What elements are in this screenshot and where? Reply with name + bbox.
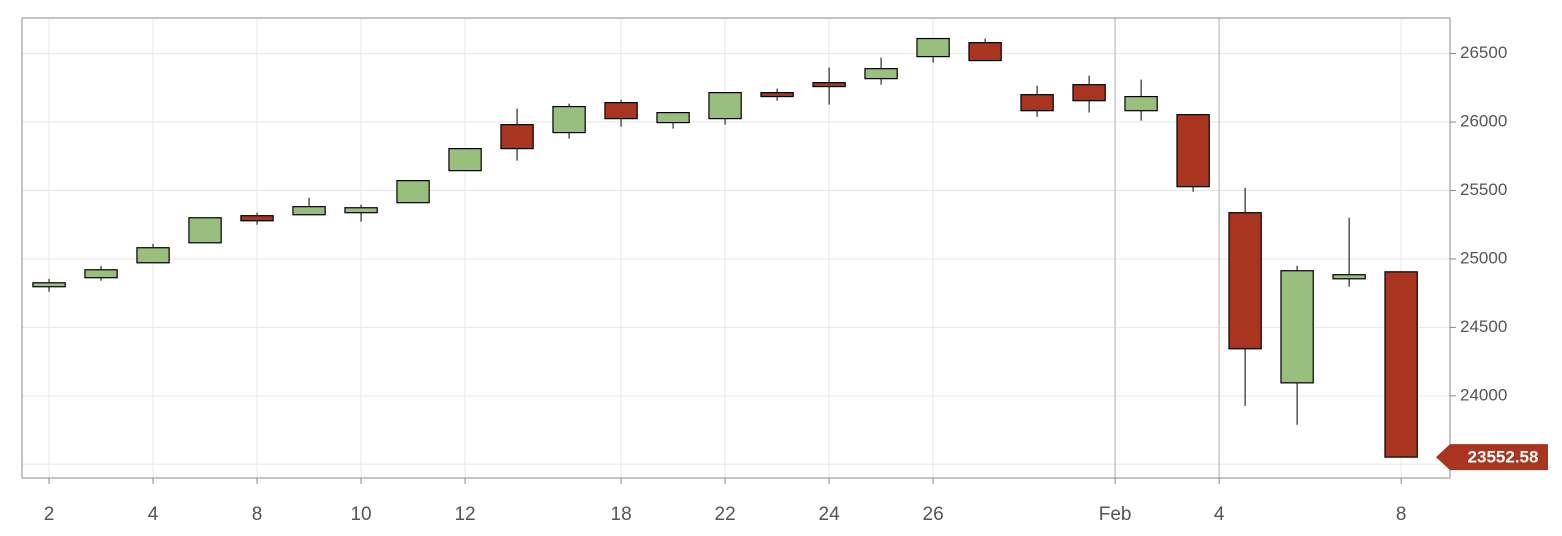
y-tick-label: 25000	[1460, 248, 1507, 267]
y-tick-label: 25500	[1460, 180, 1507, 199]
last-price-tag: 23552.58	[1436, 444, 1548, 471]
candle-body	[760, 92, 794, 98]
y-tick-label: 24000	[1460, 385, 1507, 404]
candle-body	[864, 68, 898, 80]
x-tick-label: 18	[611, 504, 632, 525]
candle-body	[604, 102, 638, 120]
candle-body	[916, 37, 950, 58]
x-tick-label: 8	[1396, 504, 1407, 525]
candle-body	[32, 282, 66, 288]
last-price-label: 23552.58	[1468, 448, 1539, 467]
x-tick-label: 10	[350, 504, 371, 525]
candle-body	[656, 112, 690, 124]
x-tick-label: 12	[454, 504, 475, 525]
candle-body	[1072, 84, 1106, 102]
x-tick-label: 22	[715, 504, 736, 525]
x-tick-label: 4	[148, 504, 159, 525]
x-tick-label: 2	[44, 504, 55, 525]
x-tick-label: Feb	[1099, 504, 1132, 525]
candle-body	[1384, 271, 1418, 458]
candle-body	[292, 206, 326, 216]
x-tick-label: 8	[252, 504, 263, 525]
plot-border	[21, 17, 1451, 479]
candle-body	[812, 82, 846, 88]
candle-body	[500, 124, 534, 150]
candle-body	[968, 42, 1002, 62]
candle-body	[708, 92, 742, 120]
y-tick-label: 24500	[1460, 317, 1507, 336]
x-tick-label: 24	[819, 504, 841, 525]
candle-body	[1332, 274, 1366, 280]
candle-body	[1124, 95, 1158, 112]
candle-body	[396, 180, 430, 204]
candle-body	[188, 217, 222, 244]
candle-body	[344, 207, 378, 214]
candle-body	[552, 105, 586, 134]
candle-body	[1228, 212, 1262, 350]
candle-body	[1020, 94, 1054, 112]
x-tick-label: 4	[1214, 504, 1225, 525]
candle-body	[84, 269, 118, 279]
y-tick-label: 26000	[1460, 112, 1507, 131]
candle-body	[240, 215, 274, 222]
y-tick-label: 26500	[1460, 43, 1507, 62]
x-tick-label: 26	[923, 504, 944, 525]
candle-body	[136, 247, 170, 264]
last-price-marker	[1436, 444, 1548, 471]
candle-body	[1176, 114, 1210, 188]
candle-body	[448, 148, 482, 172]
candle-body	[1280, 270, 1314, 384]
